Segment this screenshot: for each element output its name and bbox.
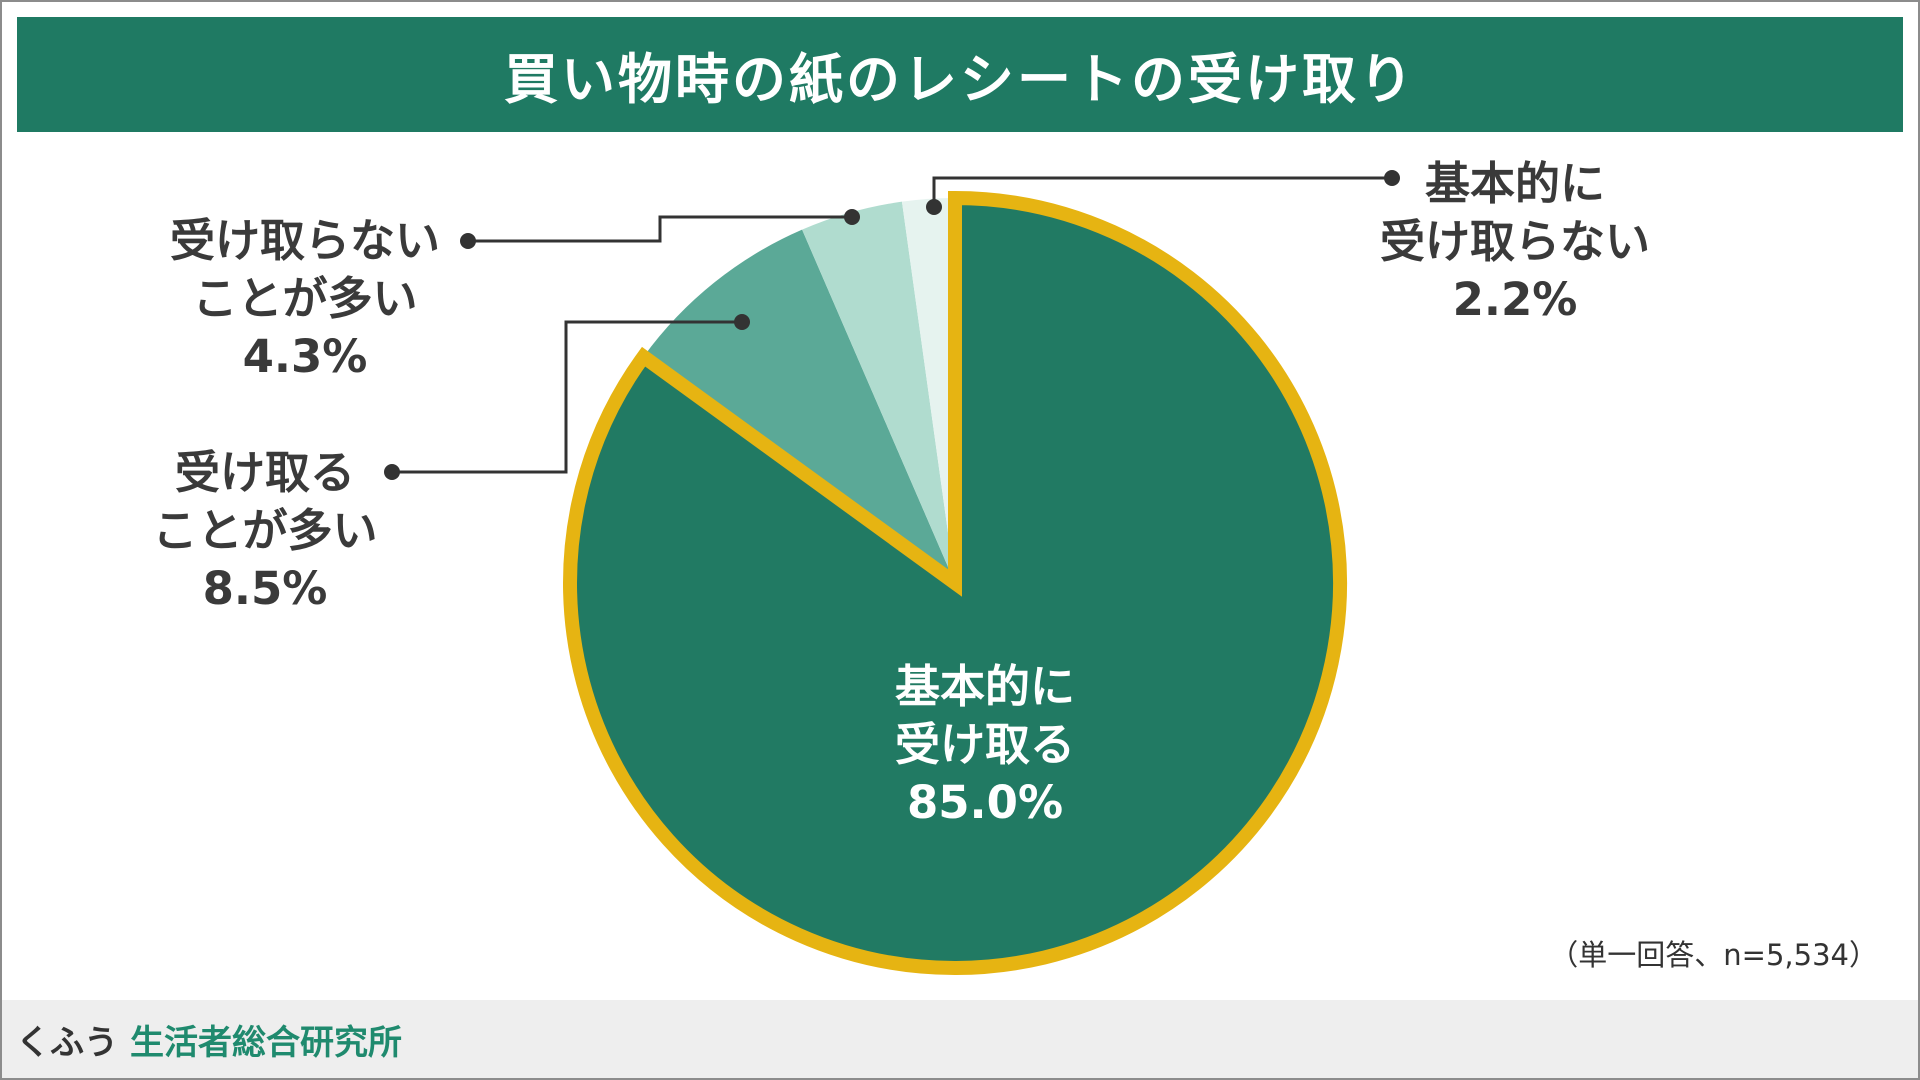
leader-dot-label <box>460 233 476 249</box>
slice-value-label: 85.0% <box>906 776 1064 829</box>
slice-label-line: 受け取らない <box>169 214 440 267</box>
leader-line-kihonteki-uketoranai <box>932 176 1392 207</box>
footer: くふう 生活者総合研究所 <box>2 1000 1918 1078</box>
leader-dot-label <box>384 464 400 480</box>
slice-label-kihonteki-uketoru: 基本的に 受け取る 85.0% <box>830 658 1140 832</box>
slice-label-line: 受け取らない <box>1379 215 1650 268</box>
footer-logo: くふう <box>16 1022 118 1063</box>
slice-uketoru-koto-ga-ooi <box>643 229 955 583</box>
slice-label-line: 基本的に <box>894 660 1075 713</box>
slice-label-uketoranai-koto-ga-ooi: 受け取らない ことが多い 4.3% <box>150 212 460 386</box>
slice-label-line: ことが多い <box>152 504 378 557</box>
slice-label-line: 基本的に <box>1424 157 1605 210</box>
leader-line-uketoranai-koto-ga-ooi <box>468 215 852 243</box>
slice-label-line: ことが多い <box>192 272 418 325</box>
slice-label-uketoru-koto-ga-ooi: 受け取る ことが多い 8.5% <box>130 444 400 618</box>
chart-title: 買い物時の紙のレシートの受け取り <box>504 48 1416 111</box>
slice-kihonteki-uketoranai <box>901 198 955 583</box>
leader-dot-slice <box>926 199 942 215</box>
slice-label-line: 受け取る <box>894 718 1075 771</box>
leader-dot-slice <box>844 209 860 225</box>
slice-uketoranai-koto-ga-ooi <box>802 201 955 583</box>
leader-dot-slice <box>734 314 750 330</box>
slice-value-label: 4.3% <box>242 330 368 383</box>
slice-value-label: 8.5% <box>202 562 328 615</box>
slice-value-label: 2.2% <box>1452 273 1578 326</box>
slice-label-kihonteki-uketoranai: 基本的に 受け取らない 2.2% <box>1360 155 1670 329</box>
sample-note: （単一回答、n=5,534） <box>1549 938 1878 972</box>
slice-highlight-border <box>563 190 1347 975</box>
leader-line-uketoru-koto-ga-ooi <box>392 320 742 474</box>
slice-label-line: 受け取る <box>174 446 355 499</box>
leader-dot-label <box>1384 170 1400 186</box>
footer-org-name: 生活者総合研究所 <box>130 1022 402 1063</box>
title-bar: 買い物時の紙のレシートの受け取り <box>17 17 1903 132</box>
